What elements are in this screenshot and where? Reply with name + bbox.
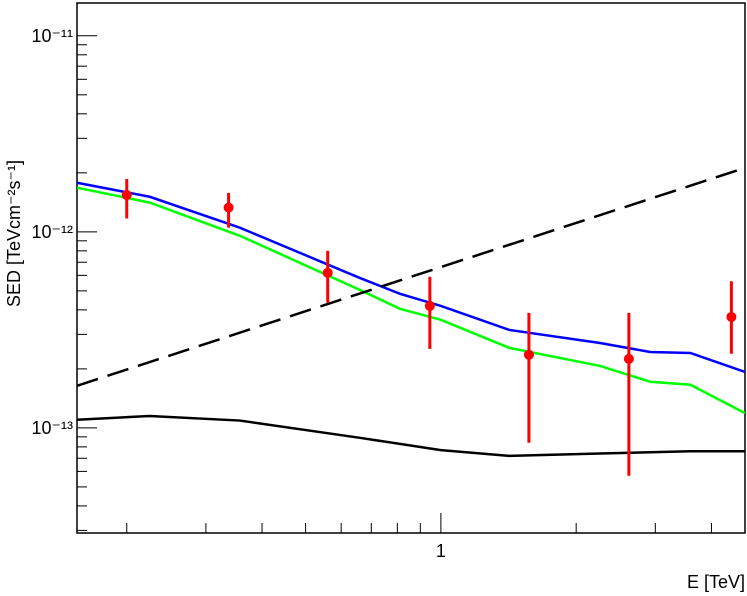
- data-point: [523, 349, 534, 360]
- y-tick-label: 10⁻¹²: [31, 222, 73, 242]
- model-curve: [76, 414, 745, 458]
- data-point: [623, 353, 634, 364]
- model-curve: [76, 181, 746, 374]
- x-tick-label: 1: [436, 541, 446, 561]
- data-point: [223, 202, 234, 213]
- plot-frame: [76, 2, 746, 534]
- y-tick-label: 10⁻¹¹: [31, 26, 73, 46]
- data-point: [424, 300, 435, 311]
- data-point: [121, 190, 132, 201]
- data-point: [726, 311, 737, 322]
- y-axis-title: SED [TeVcm⁻²s⁻¹]: [4, 160, 24, 307]
- model-curve: [76, 166, 746, 387]
- data-point: [322, 267, 333, 278]
- model-curve: [76, 186, 746, 415]
- y-tick-label: 10⁻¹³: [31, 418, 73, 438]
- x-axis-title: E [TeV]: [687, 572, 745, 592]
